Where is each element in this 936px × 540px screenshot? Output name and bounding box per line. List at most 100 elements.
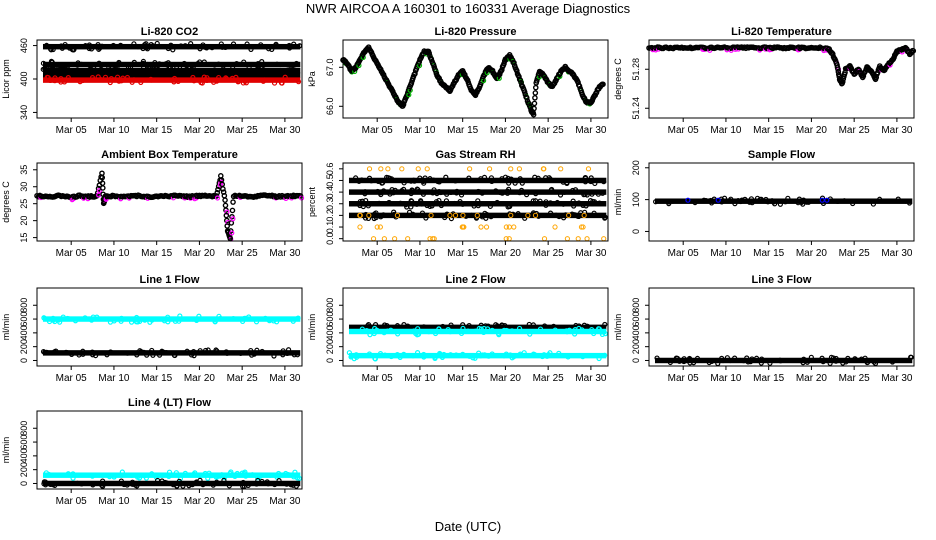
data-point [387,191,393,197]
data-point [747,359,754,365]
data-point [80,351,86,357]
panel-title: Li-820 Temperature [731,26,832,38]
data-point [377,189,384,196]
data-point [506,224,512,230]
x-tick-label: Mar 10 [98,248,130,259]
data-point [99,43,105,49]
data-point [394,351,400,358]
data-point [409,187,416,194]
y-tick-label: 800 [19,421,29,436]
x-tick-label: Mar 10 [710,125,742,136]
data-point [135,44,141,50]
data-point [131,59,137,65]
data-point [185,64,192,71]
series-1 [646,44,917,87]
data-point [592,180,598,187]
x-tick-label: Mar 05 [668,373,700,384]
data-point [274,61,280,67]
data-point [458,330,465,337]
data-point [129,479,136,485]
data-point [399,188,405,194]
data-point [190,71,196,77]
data-point [259,348,265,355]
x-tick-label: Mar 15 [753,125,785,136]
data-point [118,478,124,484]
data-point [131,41,137,47]
data-point [150,352,156,358]
data-point [479,190,485,196]
data-point [601,236,607,242]
data-point [583,203,589,209]
data-point [170,77,176,83]
series-1 [348,197,607,210]
data-point [721,195,728,201]
y-tick-label: 800 [19,298,29,313]
data-point [274,319,280,325]
data-point [165,45,171,52]
series-1 [340,44,606,118]
data-point [466,322,472,329]
data-point [474,212,480,218]
data-point [376,200,382,206]
data-point [709,358,715,364]
data-point [596,355,602,362]
data-point [503,224,509,230]
data-point [808,354,814,360]
data-point [95,74,101,80]
data-point [134,483,140,489]
data-point [578,224,585,230]
data-point [691,360,697,366]
x-tick-label: Mar 20 [184,125,216,136]
y-tick-label: 0.3 [325,197,335,210]
data-point [141,65,147,71]
data-point [346,350,352,356]
data-point [395,331,401,337]
data-point [41,479,47,485]
y-tick-label: 0.5 [325,174,335,187]
data-point [161,349,167,355]
data-point [99,482,105,488]
data-point [549,186,555,193]
data-point [48,47,54,53]
plot-frame [342,162,609,242]
data-point [499,322,505,329]
data-point [502,323,508,329]
data-point [481,174,488,180]
data-point [182,470,188,476]
data-point [144,352,150,358]
series-5 [42,74,302,86]
data-point [222,202,229,209]
data-points [646,44,917,87]
data-point [141,349,147,355]
x-tick-label: Mar 05 [56,248,88,259]
data-point [56,317,62,323]
data-point [439,201,445,207]
data-point [429,203,435,209]
data-points [34,170,305,242]
panel-3: Li-820 Temperature degrees C 51.24 51.28 Mar… [613,26,917,136]
data-point [580,354,586,360]
data-point [64,315,71,322]
data-point [833,355,839,362]
data-point [129,481,136,487]
data-point [216,74,222,81]
data-point [259,58,265,65]
data-point [212,318,218,324]
series-1 [42,469,303,482]
data-point [88,46,95,52]
data-point [841,198,847,204]
x-tick-label: Mar 20 [490,373,522,384]
plot-frame [36,162,303,242]
data-point [193,479,199,486]
data-point [497,189,503,196]
data-point [85,72,92,78]
data-point [44,42,50,49]
x-tick-label: Mar 10 [404,373,436,384]
series-1 [653,195,913,207]
data-point [557,192,564,198]
data-point [380,180,386,186]
data-point [694,355,701,362]
data-point [378,191,384,198]
data-point [910,48,917,54]
data-point [215,186,221,193]
